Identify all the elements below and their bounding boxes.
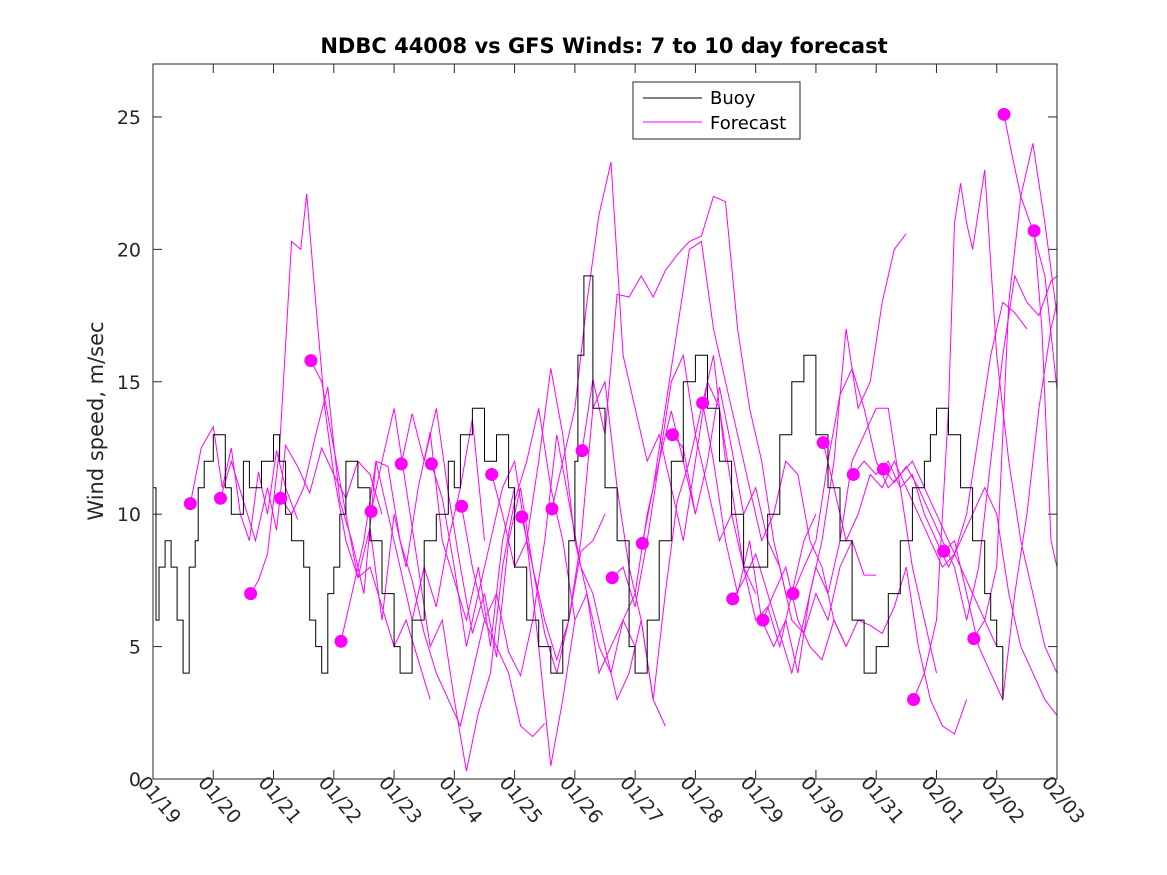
forecast-marker-24 [876, 462, 890, 476]
forecast-marker-11 [485, 467, 499, 481]
forecast-marker-4 [274, 491, 288, 505]
forecast-marker-10 [455, 499, 469, 513]
forecast-marker-18 [696, 396, 710, 410]
forecast-marker-16 [635, 536, 649, 550]
forecast-line-22 [822, 301, 1028, 568]
forecast-line-19 [732, 407, 937, 676]
forecast-line-11 [491, 368, 696, 675]
forecast-lines [189, 114, 1058, 772]
legend: Buoy Forecast [632, 81, 801, 140]
forecast-line-1 [189, 425, 299, 541]
legend-label-forecast: Forecast [710, 113, 786, 134]
forecast-line-16 [641, 240, 847, 647]
forecast-markers [183, 107, 1041, 707]
y-tick-label-2: 10 [117, 504, 141, 526]
y-tick-label-1: 5 [129, 637, 141, 659]
forecast-line-9 [430, 459, 636, 766]
forecast-line-6 [340, 460, 546, 738]
legend-label-buoy: Buoy [710, 88, 756, 109]
forecast-marker-14 [575, 444, 589, 458]
plot-frame [152, 63, 1058, 780]
forecast-marker-13 [545, 502, 559, 516]
forecast-line-17 [672, 387, 877, 635]
forecast-line-29 [1033, 230, 1058, 568]
forecast-marker-27 [967, 632, 981, 646]
forecast-line-10 [461, 434, 666, 727]
forecast-marker-6 [334, 634, 348, 648]
y-axis-title: Wind speed, m/sec [84, 321, 108, 520]
forecast-marker-2 [213, 491, 227, 505]
forecast-marker-5 [304, 354, 318, 368]
forecast-marker-8 [394, 457, 408, 471]
y-tick-label-5: 25 [117, 107, 141, 129]
y-tick-label-0: 0 [129, 769, 141, 791]
forecast-marker-21 [786, 587, 800, 601]
forecast-marker-26 [937, 544, 951, 558]
forecast-marker-25 [907, 693, 921, 707]
forecast-line-7 [370, 408, 576, 772]
y-tick-labels: 0 5 10 15 20 25 [117, 107, 141, 791]
forecast-marker-22 [816, 436, 830, 450]
forecast-marker-29 [1027, 224, 1041, 238]
y-tick-label-3: 15 [117, 372, 141, 394]
forecast-marker-1 [183, 497, 197, 511]
forecast-line-12 [521, 355, 726, 700]
forecast-line-21 [792, 367, 998, 647]
forecast-marker-20 [756, 613, 770, 627]
forecast-marker-23 [846, 467, 860, 481]
forecast-line-13 [551, 161, 757, 594]
forecast-marker-7 [364, 505, 378, 519]
forecast-marker-17 [665, 428, 679, 442]
forecast-line-4 [280, 386, 485, 621]
buoy-line-group [153, 275, 1004, 700]
legend-box [632, 81, 801, 140]
forecast-line-14 [581, 195, 787, 594]
forecast-marker-9 [424, 457, 438, 471]
forecast-marker-12 [515, 510, 529, 524]
forecast-marker-19 [726, 592, 740, 606]
forecast-line-27 [973, 143, 1058, 639]
forecast-line-15 [611, 353, 817, 649]
forecast-line-2 [220, 443, 383, 543]
forecast-line-24 [883, 274, 1058, 621]
chart-title: NDBC 44008 vs GFS Winds: 7 to 10 day for… [320, 34, 887, 58]
forecast-marker-3 [244, 587, 258, 601]
forecast-marker-15 [605, 571, 619, 585]
forecast-line-3 [250, 193, 431, 700]
forecast-line-28 [1003, 114, 1058, 390]
forecast-marker-28 [997, 107, 1011, 121]
y-tick-label-4: 20 [117, 239, 141, 261]
buoy-line [153, 275, 1004, 700]
